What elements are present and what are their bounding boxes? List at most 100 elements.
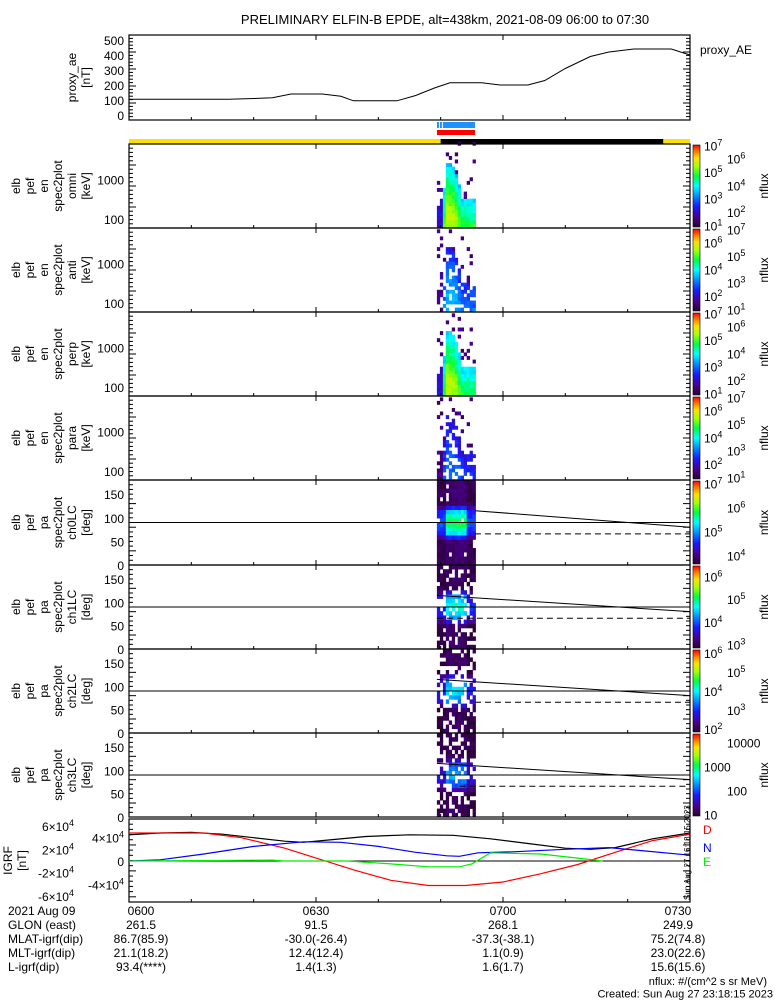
- spectrogram-cell: [457, 188, 461, 192]
- spectrogram-cell: [439, 791, 444, 797]
- spectrogram-cell: [436, 691, 441, 696]
- colorbar: [692, 396, 701, 480]
- spectrogram-cell: [442, 548, 447, 553]
- spectrogram-cell: [466, 543, 470, 549]
- spectrogram-cell: [466, 695, 470, 700]
- spectrogram-cell: [439, 552, 444, 557]
- spectrogram-cell: [448, 209, 453, 214]
- spectrogram-cell: [445, 447, 450, 451]
- spectrogram-cell: [436, 632, 441, 637]
- spectrogram-cell: [454, 202, 459, 207]
- spectrogram-cell: [445, 531, 450, 536]
- spectrogram-cell: [436, 699, 441, 704]
- spectrogram-cell: [457, 787, 461, 793]
- spectrogram-cell: [457, 220, 461, 224]
- spectrogram-cell: [442, 560, 447, 566]
- time-tick-label: 0600: [128, 904, 155, 918]
- spectrogram-cell: [448, 791, 453, 797]
- spectrogram-cell: [442, 380, 447, 385]
- spectrogram-cell: [448, 556, 453, 561]
- spectrogram-cell: [448, 480, 453, 485]
- spectrogram-cell: [442, 388, 447, 392]
- spectrogram-cell: [469, 443, 473, 448]
- spectrogram-cell: [457, 619, 461, 625]
- spectrogram-cell: [466, 509, 470, 515]
- spectrogram-cell: [439, 243, 444, 248]
- spectrogram-cell: [448, 166, 453, 171]
- spectrogram-cell: [469, 388, 473, 392]
- spectrogram-cell: [469, 611, 473, 616]
- spectrogram-cell: [466, 707, 470, 713]
- spectrogram-cell: [451, 623, 456, 629]
- spectrogram-cell: [448, 331, 453, 335]
- spectrogram-cell: [445, 716, 450, 721]
- spectrogram-cell: [445, 607, 450, 612]
- spectrogram-cell: [451, 359, 456, 364]
- spectrogram-cell: [442, 198, 447, 203]
- spectrogram-cell: [448, 264, 453, 269]
- spectrogram-cell: [460, 573, 464, 578]
- spectrogram-cell: [436, 526, 441, 532]
- spectrogram-cell: [460, 649, 464, 654]
- spectrogram-cell: [466, 275, 470, 280]
- spectrogram-cell: [457, 356, 461, 360]
- spectrogram-cell: [448, 170, 453, 175]
- spectrogram-cell: [439, 331, 444, 335]
- spectrogram-cell: [436, 724, 441, 730]
- spectrogram-cell: [436, 586, 441, 591]
- spectrogram-cell: [454, 384, 459, 389]
- spectrogram-cell: [463, 560, 467, 566]
- spectrogram-cell: [460, 741, 464, 746]
- spectrogram-cell: [451, 425, 456, 430]
- spectrogram-cell: [463, 724, 467, 730]
- spectrogram-cell: [436, 535, 441, 540]
- spectrogram-cell: [448, 250, 453, 255]
- spectrogram-cell: [466, 779, 470, 784]
- spectrogram-cell: [448, 602, 453, 608]
- spectrogram-cell: [436, 733, 441, 738]
- spectrogram-cell: [454, 209, 459, 214]
- spectrogram-cell: [448, 674, 453, 679]
- y-tick-label: 0: [117, 109, 124, 123]
- y-axis-label: ch3LC: [65, 757, 79, 792]
- y-axis-label: IGRF: [1, 846, 15, 875]
- spectrogram-cell: [457, 581, 461, 587]
- spectrogram-cell: [451, 300, 456, 305]
- spectrogram-cell: [439, 808, 444, 814]
- orbit-row-label: GLON (east): [8, 918, 76, 932]
- spectrogram-cell: [457, 804, 461, 809]
- spectrogram-cell: [439, 787, 444, 793]
- spectrogram-cell: [460, 644, 464, 650]
- spectrogram-cell: [454, 657, 459, 662]
- spectrogram-cell: [466, 737, 470, 742]
- colorbar-tick-label: 104: [704, 683, 722, 699]
- spectrogram-cell: [457, 644, 461, 650]
- spectrogram-cell: [445, 380, 450, 385]
- spectrogram-cell: [451, 766, 456, 772]
- spectrogram-cell: [445, 509, 450, 515]
- spectrogram-cell: [460, 464, 464, 469]
- spectrogram-cell: [460, 720, 464, 725]
- spectrogram-cell: [454, 184, 459, 189]
- spectrogram-cell: [463, 492, 467, 498]
- spectrogram-cell: [454, 712, 459, 717]
- spectrogram-cell: [472, 384, 476, 389]
- spectrogram-cell: [439, 615, 444, 620]
- spectrogram-cell: [469, 691, 473, 696]
- colorbar-tick-label: 103: [727, 443, 745, 459]
- spectrogram-cell: [442, 205, 447, 210]
- spectrogram-cell: [472, 388, 476, 392]
- spectrogram-cell: [457, 411, 461, 416]
- spectrogram-cell: [460, 501, 464, 506]
- spectrogram-cell: [439, 457, 444, 462]
- spectrogram-cell: [439, 341, 444, 346]
- spectrogram-cell: [463, 468, 467, 473]
- spectrogram-cell: [457, 480, 461, 485]
- spectrogram-cell: [445, 653, 450, 658]
- y-axis-label: pef: [23, 345, 37, 362]
- orbit-row-value: 1.6(1.7): [482, 960, 523, 974]
- spectrogram-cell: [457, 454, 461, 459]
- spectrogram-cell: [439, 384, 444, 389]
- spectrogram-cell: [454, 653, 459, 658]
- spectrogram-cell: [460, 804, 464, 809]
